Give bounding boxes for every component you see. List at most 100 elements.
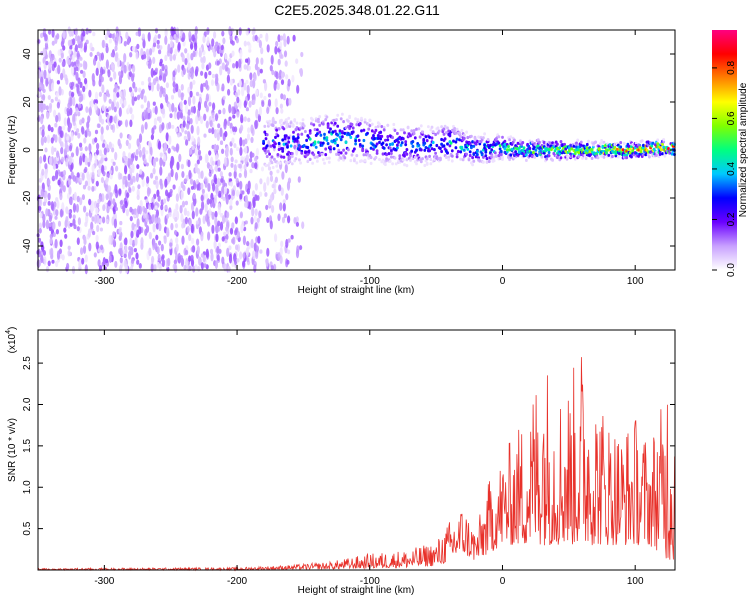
spectrogram-cell	[175, 83, 179, 93]
spectrogram-cell	[59, 192, 63, 201]
spectrogram-cell	[148, 231, 152, 240]
spectrogram-cell	[286, 145, 289, 149]
spectrogram-cell	[293, 217, 297, 224]
spectrogram-cell	[223, 186, 228, 195]
spectrogram-cell	[119, 200, 123, 206]
spectrogram-cell	[187, 130, 191, 139]
spectrogram-cell	[160, 103, 164, 110]
spectrogram-cell	[401, 158, 405, 162]
spectrogram-cell	[66, 107, 70, 113]
spectrogram-cell	[424, 146, 428, 150]
spectrogram-cell	[233, 256, 238, 266]
spectrogram-cell	[329, 145, 332, 149]
spectrogram-cell	[282, 94, 286, 101]
spectrogram-cell	[442, 127, 446, 131]
spectrogram-cell	[249, 72, 253, 81]
spectrogram-cell	[454, 140, 458, 144]
spectrogram-cell	[70, 66, 75, 76]
spectrogram-cell	[241, 220, 245, 230]
spectrogram-cell	[162, 87, 166, 94]
spectrogram-cell	[406, 125, 410, 129]
spectrogram-cell	[338, 129, 342, 133]
spectrogram-cell	[66, 209, 70, 215]
spectrogram-cell	[204, 178, 208, 189]
spectrogram-cell	[388, 146, 392, 150]
spectrogram-cell	[600, 141, 603, 145]
spectrogram-cell	[247, 65, 251, 71]
spectrogram-cell	[185, 139, 189, 146]
spectrogram-cell	[247, 127, 251, 134]
spectrogram-cell	[161, 259, 166, 264]
spectrogram-cell	[239, 251, 243, 260]
spectrogram-cell	[478, 159, 482, 163]
spectrogram-cell	[199, 208, 203, 215]
spectrogram-cell	[76, 53, 80, 58]
spectrogram-cell	[404, 143, 408, 147]
spectrogram-cell	[59, 208, 64, 218]
spectrogram-cell	[602, 140, 606, 144]
spectrogram-cell	[307, 149, 311, 154]
spectrogram-cell	[638, 152, 642, 156]
spectrogram-cell	[112, 231, 116, 238]
spectrogram-cell	[244, 220, 248, 225]
spectrogram-cell	[430, 125, 434, 129]
spectrogram-cell	[342, 120, 345, 124]
spectrogram-cell	[181, 235, 185, 245]
spectrogram-cell	[190, 124, 194, 134]
spectrogram-cell	[308, 129, 312, 133]
spectrogram-cell	[656, 138, 660, 142]
spectrogram-cell	[85, 212, 89, 217]
spectrogram-cell	[495, 154, 498, 158]
spectrogram-cell	[60, 72, 64, 81]
spectrogram-cell	[119, 257, 123, 264]
spectrogram-cell	[156, 39, 160, 45]
spectrogram-cell	[461, 158, 465, 162]
spectrogram-cell	[79, 119, 83, 126]
spectrogram-cell	[255, 89, 259, 96]
spectrogram-cell	[84, 146, 88, 152]
spectrogram-cell	[211, 224, 215, 234]
spectrogram-cell	[180, 163, 184, 170]
spectrogram-cell	[116, 101, 120, 109]
spectrogram-cell	[362, 128, 366, 132]
spectrogram-cell	[100, 52, 104, 61]
spectrogram-cell	[545, 147, 549, 151]
spectrogram-cell	[347, 148, 350, 152]
spectrogram-cell	[127, 142, 132, 150]
spectrogram-cell	[333, 121, 337, 125]
spectrogram-cell	[53, 109, 57, 118]
spectrogram-cell	[124, 249, 128, 255]
spectrogram-cell	[158, 116, 162, 124]
spectrogram-cell	[366, 131, 369, 135]
spectrogram-cell	[233, 164, 237, 172]
spectrogram-cell	[152, 101, 156, 106]
spectrogram-cell	[215, 227, 219, 234]
spectrogram-cell	[114, 45, 118, 52]
spectrogram-cell	[128, 64, 132, 72]
spectrogram-cell	[542, 140, 546, 145]
spectrogram-cell	[102, 216, 106, 224]
spectrogram-cell	[152, 167, 156, 175]
spectrogram-cell	[84, 254, 88, 263]
spectrogram-cell	[251, 30, 255, 36]
spectrogram-cell	[243, 64, 247, 70]
spectrogram-cell	[536, 138, 540, 142]
spectrogram-cell	[234, 216, 238, 224]
spectrogram-cell	[219, 140, 224, 145]
spectrogram-cell	[411, 144, 415, 148]
spectrogram-cell	[355, 123, 359, 127]
spectrogram-cell	[189, 118, 193, 125]
spectrogram-cell	[260, 57, 264, 65]
spectrogram-cell	[201, 200, 205, 211]
spectrogram-cell	[616, 155, 620, 159]
spectrogram-cell	[87, 185, 91, 191]
spectrogram-cell	[442, 132, 446, 136]
spectrogram-cell	[266, 44, 270, 53]
spectrogram-cell	[254, 183, 258, 191]
y-tick-label: 1.0	[22, 480, 33, 494]
spectrogram-cell	[421, 157, 424, 161]
spectrogram-cell	[454, 131, 458, 135]
spectrogram-cell	[158, 124, 163, 134]
spectrogram-cell	[490, 155, 494, 159]
spectrogram-cell	[223, 157, 228, 167]
